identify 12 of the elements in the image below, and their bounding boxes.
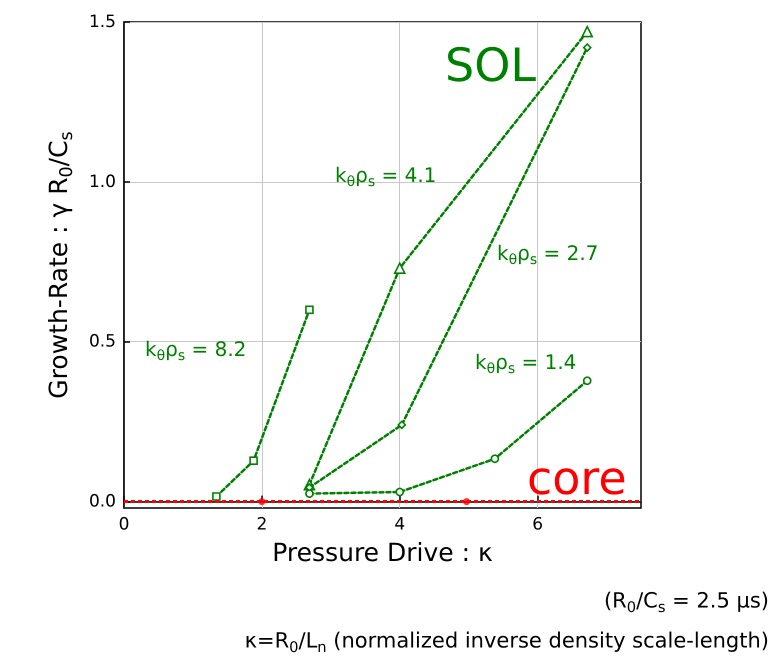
x-tick-label: 6 <box>532 514 544 534</box>
y-tick-label: 0.5 <box>88 332 116 352</box>
y-axis-title: Growth-Rate : γ R0/Cs <box>44 131 77 399</box>
x-tick-label: 0 <box>118 514 130 534</box>
y-tick-label: 1.0 <box>88 172 116 192</box>
series-label: core <box>527 451 627 505</box>
y-tick-label: 0.0 <box>88 492 116 512</box>
y-tick-label: 1.5 <box>88 12 116 32</box>
x-tick-label: 4 <box>394 514 406 534</box>
annotation: SOL <box>445 38 536 92</box>
x-tick-label: 2 <box>256 514 268 534</box>
x-axis-title: Pressure Drive : κ <box>272 538 493 567</box>
